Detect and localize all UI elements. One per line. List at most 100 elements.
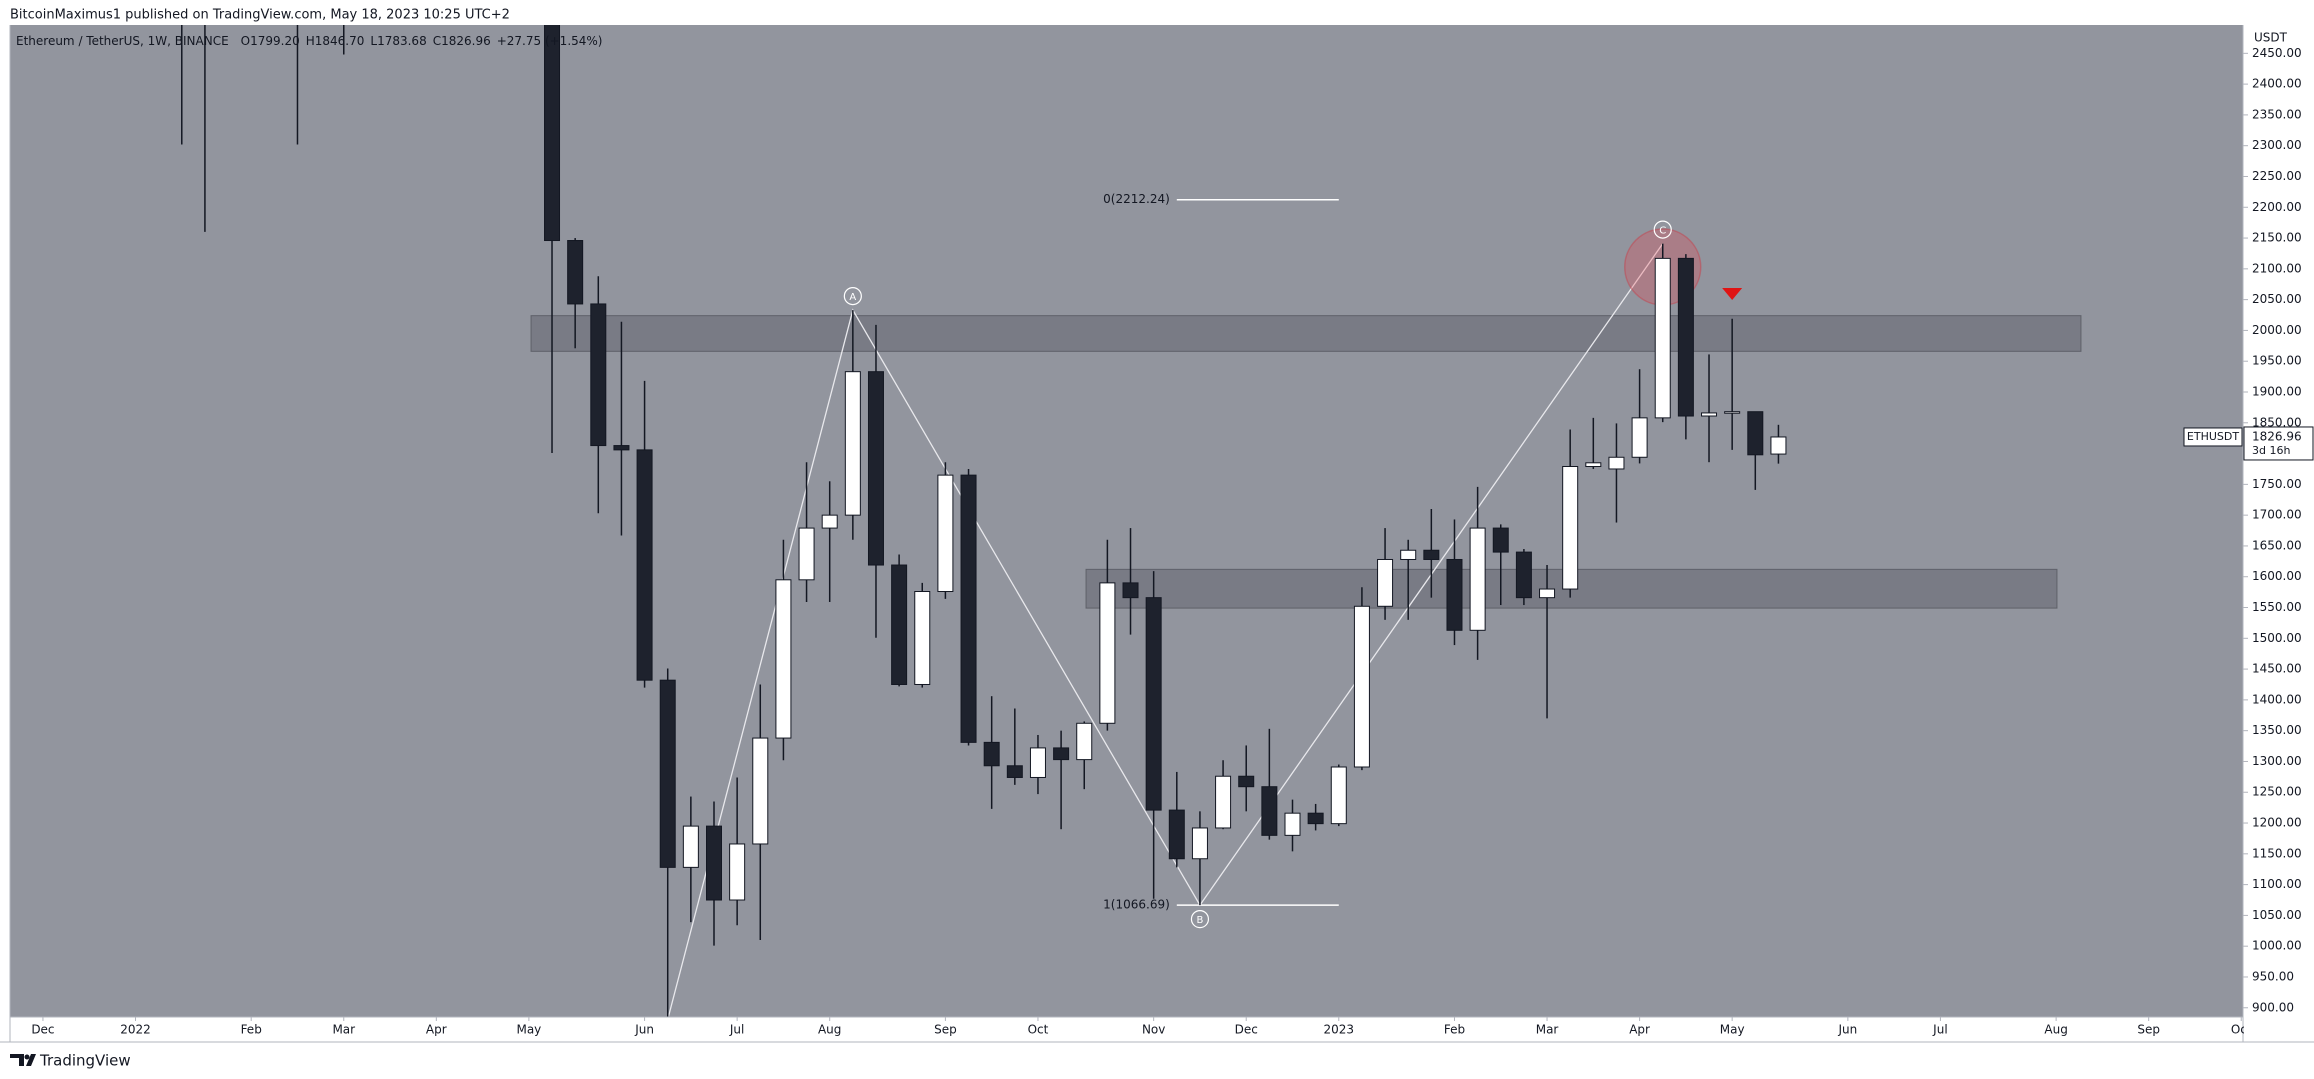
- fib-label: 1(1066.69): [1103, 898, 1170, 912]
- fib-label: 0(2212.24): [1103, 192, 1170, 206]
- x-tick-label: Dec: [31, 1023, 54, 1037]
- x-tick-label: May: [516, 1023, 541, 1037]
- candle-body: [1770, 436, 1787, 455]
- wave-label-circle: [843, 286, 862, 306]
- x-tick-label: Apr: [426, 1023, 447, 1037]
- candle-body: [1053, 747, 1070, 761]
- wave-label: A: [849, 292, 856, 303]
- candle-body: [1608, 456, 1625, 470]
- candle-body: [1122, 582, 1139, 599]
- x-tick-label: Feb: [241, 1023, 262, 1037]
- symbol-title: Ethereum / TetherUS, 1W, BINANCE: [16, 34, 229, 48]
- y-tick-label: 2150.00: [2252, 231, 2302, 245]
- y-tick-label: 2450.00: [2252, 46, 2302, 60]
- y-tick-label: 2400.00: [2252, 77, 2302, 91]
- x-tick-label: Jul: [729, 1023, 744, 1037]
- candle-body: [775, 579, 792, 739]
- price-tag-value: 1826.96: [2252, 429, 2302, 443]
- ohlc-value: 1799.20: [250, 34, 300, 48]
- y-tick-label: 1500.00: [2252, 631, 2302, 645]
- x-tick-label: Feb: [1444, 1023, 1465, 1037]
- y-tick-label: 1950.00: [2252, 354, 2302, 368]
- candle-body: [1446, 558, 1463, 631]
- y-tick-label: 1000.00: [2252, 939, 2302, 953]
- change-value: +27.75 (+1.54%): [497, 34, 603, 48]
- wave-label: B: [1197, 915, 1204, 926]
- y-tick-label: 1400.00: [2252, 692, 2302, 706]
- candle-body: [1492, 527, 1509, 553]
- candle-body: [1701, 412, 1718, 417]
- ohlc-label: C: [433, 34, 441, 48]
- y-tick-label: 1850.00: [2252, 415, 2302, 429]
- x-tick-label: Mar: [332, 1023, 355, 1037]
- x-tick-label: 2023: [1324, 1023, 1355, 1037]
- x-tick-label: Mar: [1536, 1023, 1559, 1037]
- y-tick-label: 1750.00: [2252, 477, 2302, 491]
- candle-body: [1724, 411, 1741, 414]
- y-tick-label: 2000.00: [2252, 323, 2302, 337]
- sell-signal: [1722, 288, 1743, 300]
- candle-body: [1238, 775, 1255, 788]
- candle-body: [659, 679, 676, 868]
- logo-icon: [10, 1054, 36, 1066]
- price-zone: [530, 315, 2082, 352]
- y-tick-label: 1650.00: [2252, 538, 2302, 552]
- ohlc-value: 1783.68: [377, 34, 427, 48]
- y-tick-label: 1200.00: [2252, 816, 2302, 830]
- ohlc-value: 1846.70: [315, 34, 365, 48]
- price-axis-cover: [2244, 1018, 2314, 1041]
- candle-body: [1145, 597, 1162, 811]
- candle-body: [1191, 827, 1208, 860]
- ohlc-label: O: [241, 34, 250, 48]
- wave-label-circle: [1653, 220, 1672, 239]
- x-tick-label: Sep: [934, 1023, 957, 1037]
- candle-body: [1006, 765, 1023, 778]
- x-tick-label: Oct: [1028, 1023, 1049, 1037]
- candle-body: [983, 741, 1000, 767]
- time-axis-background: [0, 1017, 2314, 1042]
- y-tick-label: 2250.00: [2252, 169, 2302, 183]
- x-tick-label: Jul: [1932, 1023, 1947, 1037]
- candle-body: [544, 25, 561, 242]
- candle-body: [706, 825, 722, 901]
- candle-body: [960, 474, 977, 743]
- x-tick-label: Aug: [2044, 1023, 2067, 1037]
- symbol-tag: ETHUSDT: [2187, 430, 2239, 443]
- y-tick-label: 1050.00: [2252, 908, 2302, 922]
- candle-body: [1585, 462, 1602, 468]
- plot-background: [10, 25, 2243, 1017]
- candle-body: [590, 303, 607, 447]
- ohlc-label: L: [370, 34, 377, 48]
- x-tick-label: Jun: [634, 1023, 654, 1037]
- y-tick-label: 1150.00: [2252, 846, 2302, 860]
- candle-body: [1099, 582, 1116, 724]
- candle-body: [1377, 558, 1394, 607]
- candle-body: [1539, 588, 1556, 599]
- candle-body: [937, 474, 954, 593]
- wave-label-circle: [1190, 910, 1210, 929]
- y-tick-label: 950.00: [2252, 969, 2294, 983]
- y-tick-label: 900.00: [2252, 1000, 2294, 1014]
- candle-body: [729, 843, 746, 901]
- y-tick-label: 2300.00: [2252, 138, 2302, 152]
- y-tick-label: 1350.00: [2252, 723, 2302, 737]
- candle-body: [1654, 257, 1671, 419]
- x-tick-label: Nov: [1142, 1023, 1165, 1037]
- candle-body: [844, 371, 861, 516]
- candle-body: [1400, 549, 1417, 560]
- x-tick-label: Apr: [1629, 1023, 1650, 1037]
- candle-body: [1677, 257, 1694, 417]
- ohlc-label: H: [306, 34, 315, 48]
- legend-header: Ethereum / TetherUS, 1W, BINANCE O1799.20…: [16, 34, 602, 48]
- candle-body: [1423, 549, 1440, 560]
- candle-body: [613, 445, 630, 451]
- candle-body: [752, 737, 769, 845]
- y-tick-label: 1600.00: [2252, 569, 2302, 583]
- candle-body: [1562, 466, 1579, 590]
- candle-body: [1353, 605, 1370, 768]
- candle-body: [1469, 527, 1486, 631]
- logo-dot: [24, 1054, 30, 1060]
